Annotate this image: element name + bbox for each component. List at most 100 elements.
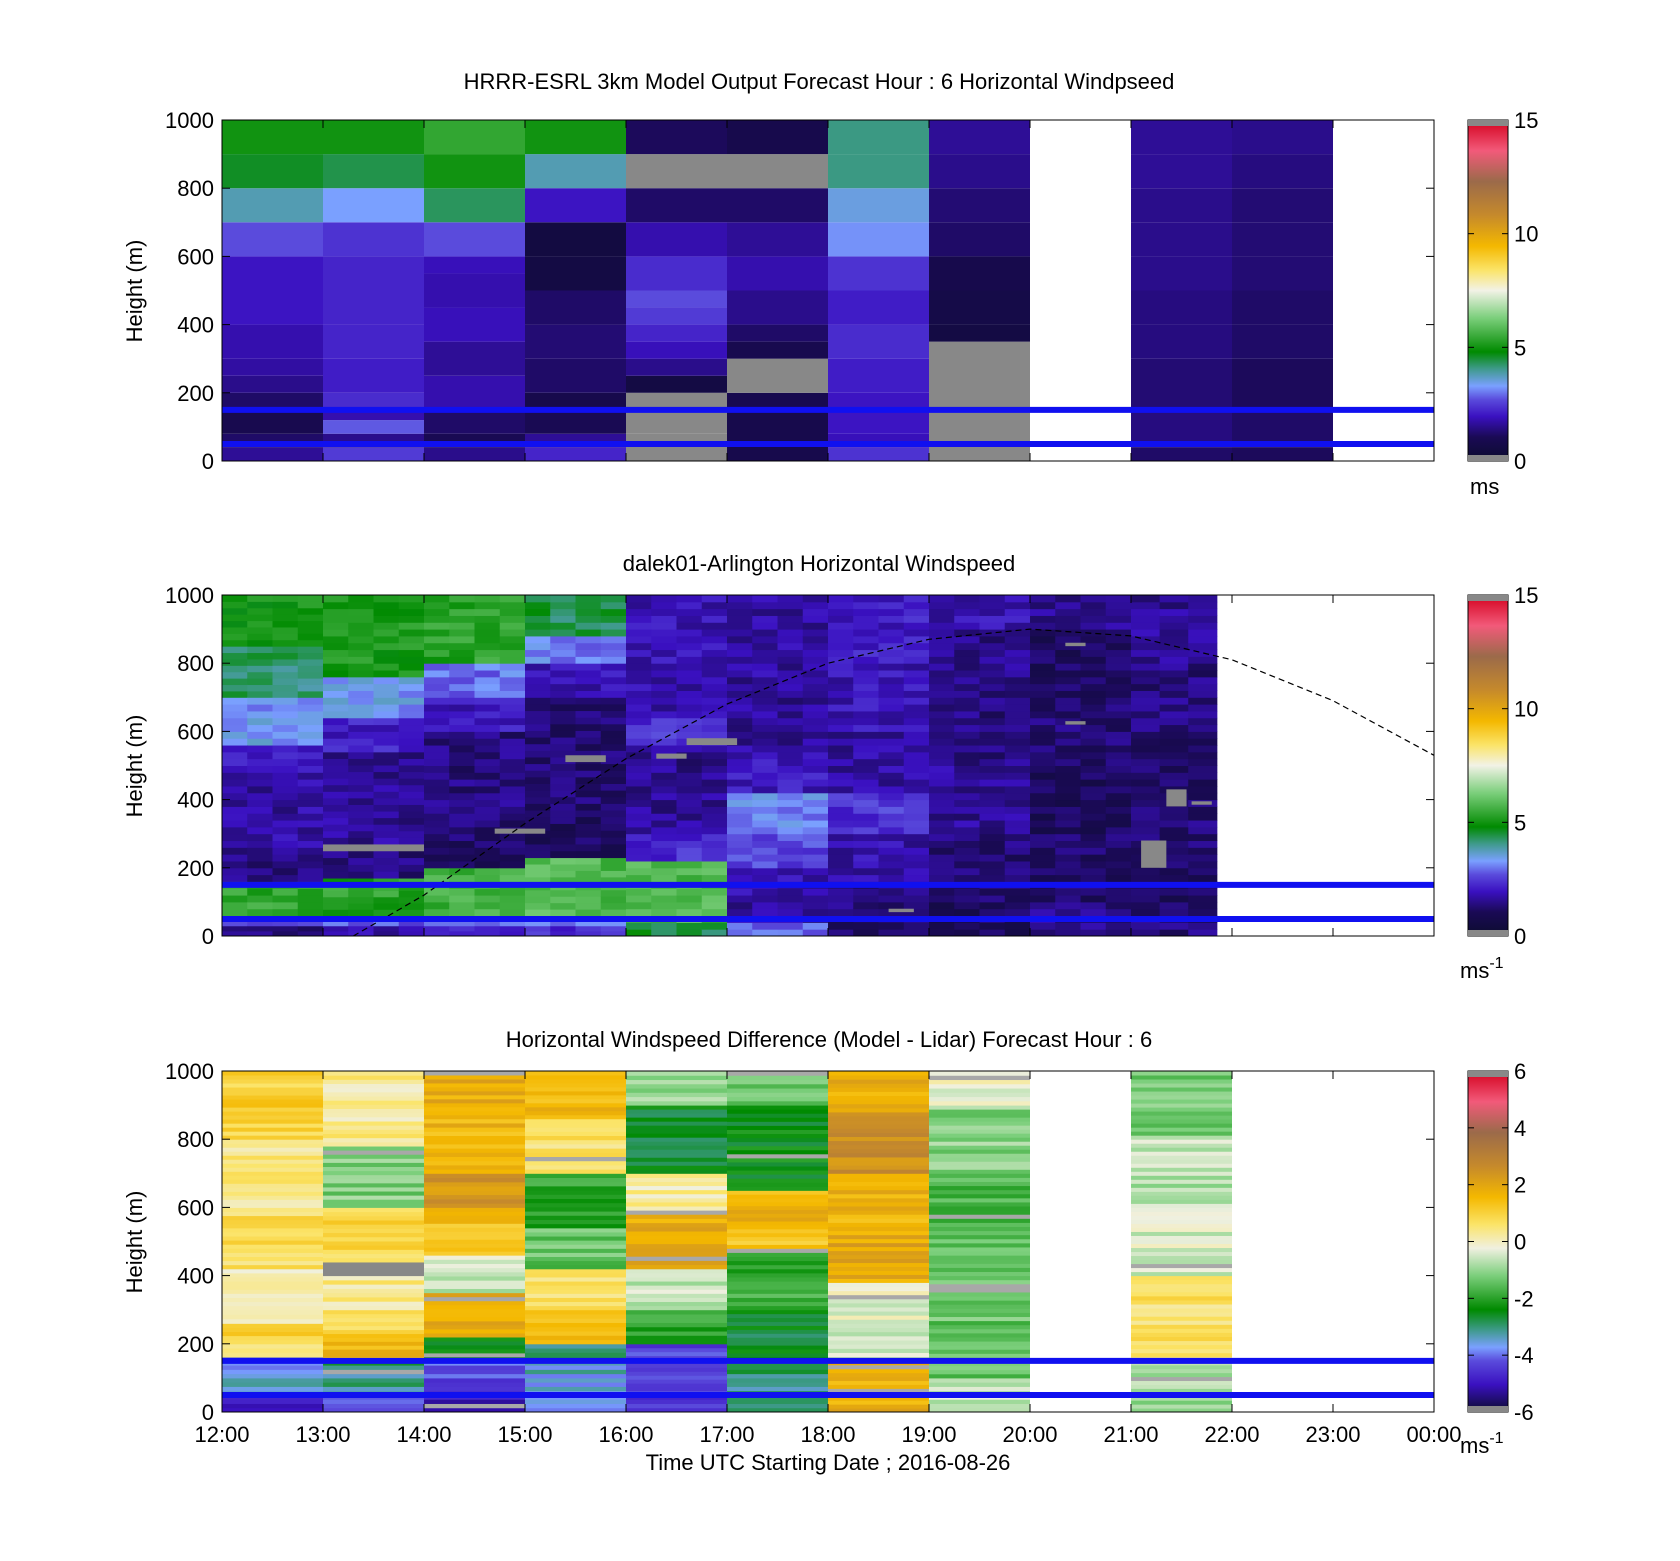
panel3-cell <box>929 1251 1030 1256</box>
panel2-cell <box>979 785 1006 794</box>
panel2-cell <box>878 874 905 882</box>
panel2-cell <box>676 820 703 828</box>
panel3-cell <box>525 1177 626 1183</box>
panel2-cell <box>828 710 854 719</box>
panel2-cell <box>550 608 576 616</box>
panel3-cell <box>525 1078 626 1084</box>
panel2-cell <box>499 908 526 917</box>
panel3-cell <box>525 1348 626 1353</box>
panel2-cell <box>550 810 576 818</box>
panel3-cell <box>525 1326 626 1332</box>
panel2-cell <box>1004 676 1031 685</box>
panel2-cell <box>222 710 248 719</box>
panel2-cell <box>474 601 501 610</box>
panel3-cell <box>525 1305 626 1311</box>
panel2-cell <box>878 772 905 780</box>
panel2-cell <box>348 811 374 819</box>
panel2-cell <box>424 615 450 623</box>
panel3-cell <box>222 1248 323 1253</box>
panel3-cell <box>424 1348 525 1354</box>
panel3-cell <box>222 1407 323 1413</box>
panel2-cell <box>398 784 425 792</box>
panel2-cell <box>777 826 804 835</box>
panel1-cell <box>1232 358 1333 410</box>
panel3-cell <box>1131 1071 1232 1076</box>
panel2-cell <box>1080 888 1107 896</box>
panel2-cell <box>1105 683 1132 691</box>
panel2-cell <box>272 614 299 622</box>
panel2-cell <box>373 656 400 664</box>
panel2-cell <box>979 840 1006 848</box>
panel3-cell <box>424 1255 525 1260</box>
panel2-cell <box>1105 792 1132 801</box>
panel3-cell <box>727 1133 828 1139</box>
panel2-cell <box>398 758 425 766</box>
panel1-cell <box>424 341 525 376</box>
panel2-missing-cell <box>1065 642 1086 647</box>
panel2-cell <box>297 779 324 787</box>
panel2-cell <box>550 737 576 745</box>
panel2-cell <box>297 633 324 641</box>
panel2-cell <box>853 656 879 664</box>
panel2-cell <box>424 813 450 821</box>
panel2-cell <box>802 629 829 637</box>
p3-ytick-label: 600 <box>177 1195 214 1220</box>
panel3-cell <box>1131 1408 1232 1413</box>
panel2-cell <box>828 826 854 835</box>
panel2-cell <box>499 758 526 766</box>
panel3-cell <box>525 1240 626 1245</box>
panel2-cell <box>222 745 248 753</box>
panel2-cell <box>929 745 955 753</box>
panel2-cell <box>222 806 248 814</box>
panel2-cell <box>1055 929 1081 937</box>
panel2-cell <box>903 874 930 882</box>
panel2-cell <box>979 683 1006 691</box>
panel2-cell <box>297 925 324 932</box>
panel2-cell <box>954 622 980 630</box>
panel2-cell <box>828 717 854 726</box>
panel2-cell <box>1105 806 1132 814</box>
panel2-cell <box>575 776 602 784</box>
panel2-cell <box>1080 642 1107 651</box>
panel2-cell <box>373 771 400 779</box>
panel2-cell <box>1004 779 1031 787</box>
panel2-cell <box>449 704 475 712</box>
panel2-cell <box>1004 738 1031 746</box>
panel2-cell <box>1188 922 1218 930</box>
panel3-cell <box>1131 1159 1232 1164</box>
panel-lidar: dalek01-Arlington Horizontal Windspeed 0… <box>122 551 1538 983</box>
panel2-cell <box>575 649 602 657</box>
panel1-cell <box>1232 154 1333 189</box>
panel3-cell <box>424 1284 525 1289</box>
panel2-cell <box>1080 908 1107 917</box>
panel3-cell <box>1131 1364 1232 1370</box>
panel2-cell <box>853 608 879 616</box>
panel2-cell <box>323 635 349 644</box>
panel2-cell <box>676 608 703 616</box>
panel3-cell <box>424 1098 525 1104</box>
panel2-cell <box>954 840 980 848</box>
panel3-cell <box>626 1079 727 1085</box>
panel2-cell <box>701 908 728 917</box>
panel3-cell <box>929 1382 1030 1387</box>
panel2-cell <box>1159 929 1189 937</box>
panel3-cell <box>929 1349 1030 1354</box>
panel2-cell <box>449 806 475 814</box>
panel2-cell <box>1159 601 1189 610</box>
panel2-cell <box>1131 704 1161 712</box>
panel2-cell <box>853 710 879 719</box>
panel3-cell <box>828 1234 929 1240</box>
panel2-cell <box>777 867 804 876</box>
panel2-cell <box>474 738 501 746</box>
panel3-cell <box>727 1248 828 1253</box>
panel2-cell <box>550 656 576 664</box>
panel2-cell <box>247 626 273 634</box>
panel3-cell <box>222 1219 323 1225</box>
panel2-cell <box>222 620 248 628</box>
panel2-cell <box>373 649 400 657</box>
panel2-cell <box>1055 901 1081 910</box>
panel3-cell <box>222 1151 323 1156</box>
panel2-cell <box>878 601 905 610</box>
panel3-cell <box>424 1122 525 1128</box>
panel2-cell <box>323 751 349 759</box>
